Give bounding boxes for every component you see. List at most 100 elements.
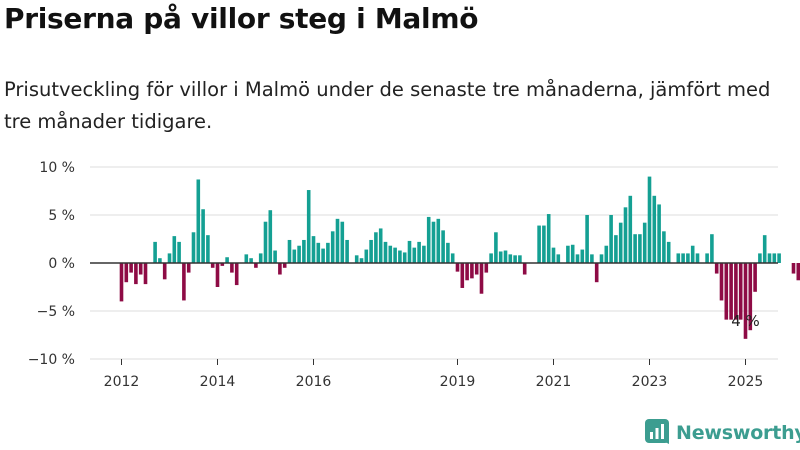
- bar: [215, 263, 220, 287]
- y-axis-ticks: 10 % 5 % 0 % −5 % −10 %: [28, 160, 75, 368]
- bar: [158, 258, 162, 263]
- bar: [446, 242, 450, 263]
- bar: [570, 244, 575, 263]
- bar: [426, 216, 431, 263]
- bar: [695, 253, 700, 263]
- bar: [666, 241, 671, 263]
- y-tick-label: −10 %: [28, 352, 75, 368]
- bar: [777, 253, 781, 263]
- bar: [546, 214, 551, 263]
- bar: [359, 258, 364, 263]
- bar: [450, 253, 455, 263]
- bar: [302, 239, 306, 263]
- grid-lines: [90, 166, 778, 360]
- bar: [172, 236, 177, 263]
- y-tick-label: −5 %: [37, 304, 75, 320]
- bar: [316, 242, 321, 263]
- x-tick-label: 2016: [296, 374, 332, 390]
- bar: [354, 255, 359, 263]
- bar: [422, 245, 426, 263]
- bar: [378, 228, 383, 263]
- bar: [604, 245, 609, 263]
- bar: [719, 263, 724, 301]
- bar: [201, 209, 205, 263]
- bar: [388, 245, 393, 263]
- x-tick-label: 2023: [632, 374, 668, 390]
- bar: [393, 247, 397, 263]
- bar: [633, 234, 637, 263]
- bar: [599, 254, 604, 263]
- bar: [230, 263, 234, 273]
- bar: [484, 263, 489, 273]
- bar: [407, 240, 412, 263]
- bar: [518, 255, 522, 263]
- bar: [556, 254, 561, 263]
- bar: [398, 250, 402, 263]
- bar: [618, 222, 623, 263]
- bar: [191, 232, 196, 263]
- brand-name: Newsworthy: [676, 422, 800, 444]
- bar: [182, 263, 186, 301]
- bar: [287, 239, 292, 263]
- bar: [436, 218, 441, 263]
- bar: [268, 210, 273, 263]
- bar: [676, 253, 681, 263]
- bar: [657, 204, 661, 263]
- bar: [738, 263, 743, 320]
- x-tick-label: 2012: [104, 374, 140, 390]
- bar: [714, 263, 719, 274]
- bar: [734, 263, 738, 320]
- bar: [364, 249, 369, 263]
- x-axis-ticks: 2012 2014 2016 2019 2021 2023 2025: [104, 359, 763, 390]
- bar: [254, 263, 258, 268]
- bar: [772, 253, 777, 263]
- bar: [196, 179, 201, 263]
- bar: [162, 263, 167, 280]
- bar: [455, 263, 460, 272]
- bar: [537, 225, 541, 263]
- chart-title: Priserna på villor steg i Malmö: [4, 2, 479, 35]
- bar: [551, 247, 556, 263]
- bar: [412, 247, 417, 263]
- bar: [225, 257, 229, 263]
- bar: [767, 253, 772, 263]
- bar: [345, 239, 349, 263]
- brand-logo[interactable]: Newsworthy: [644, 418, 800, 448]
- bar: [244, 254, 249, 263]
- y-tick-label: 0 %: [48, 256, 75, 272]
- bar: [330, 231, 335, 263]
- bar: [594, 263, 599, 283]
- bar: [758, 253, 762, 263]
- annotations: 4 %: [731, 312, 760, 330]
- y-tick-label: 10 %: [39, 160, 75, 176]
- bar: [258, 253, 263, 263]
- bar: [297, 245, 301, 263]
- bar: [705, 253, 709, 263]
- bar: [585, 215, 589, 263]
- bar: [748, 263, 753, 331]
- bar: [628, 195, 633, 263]
- bar: [479, 263, 484, 294]
- bar: [753, 263, 757, 292]
- bar: [638, 234, 642, 263]
- bar: [465, 263, 469, 281]
- bar: [575, 254, 580, 263]
- bar: [134, 263, 138, 285]
- bar: [489, 253, 493, 263]
- bar: [791, 263, 796, 274]
- bar: [614, 235, 618, 263]
- bar: [724, 263, 729, 320]
- bar: [623, 207, 628, 263]
- bars: [119, 176, 800, 339]
- bar: [340, 221, 345, 263]
- bar: [220, 263, 225, 266]
- bar: [282, 263, 287, 268]
- bar: [474, 263, 479, 275]
- bar: [580, 249, 585, 263]
- last-value-label: 4 %: [731, 312, 760, 330]
- bar: [690, 245, 695, 263]
- bar: [138, 263, 143, 275]
- bar: [311, 236, 316, 263]
- bar: [441, 230, 445, 263]
